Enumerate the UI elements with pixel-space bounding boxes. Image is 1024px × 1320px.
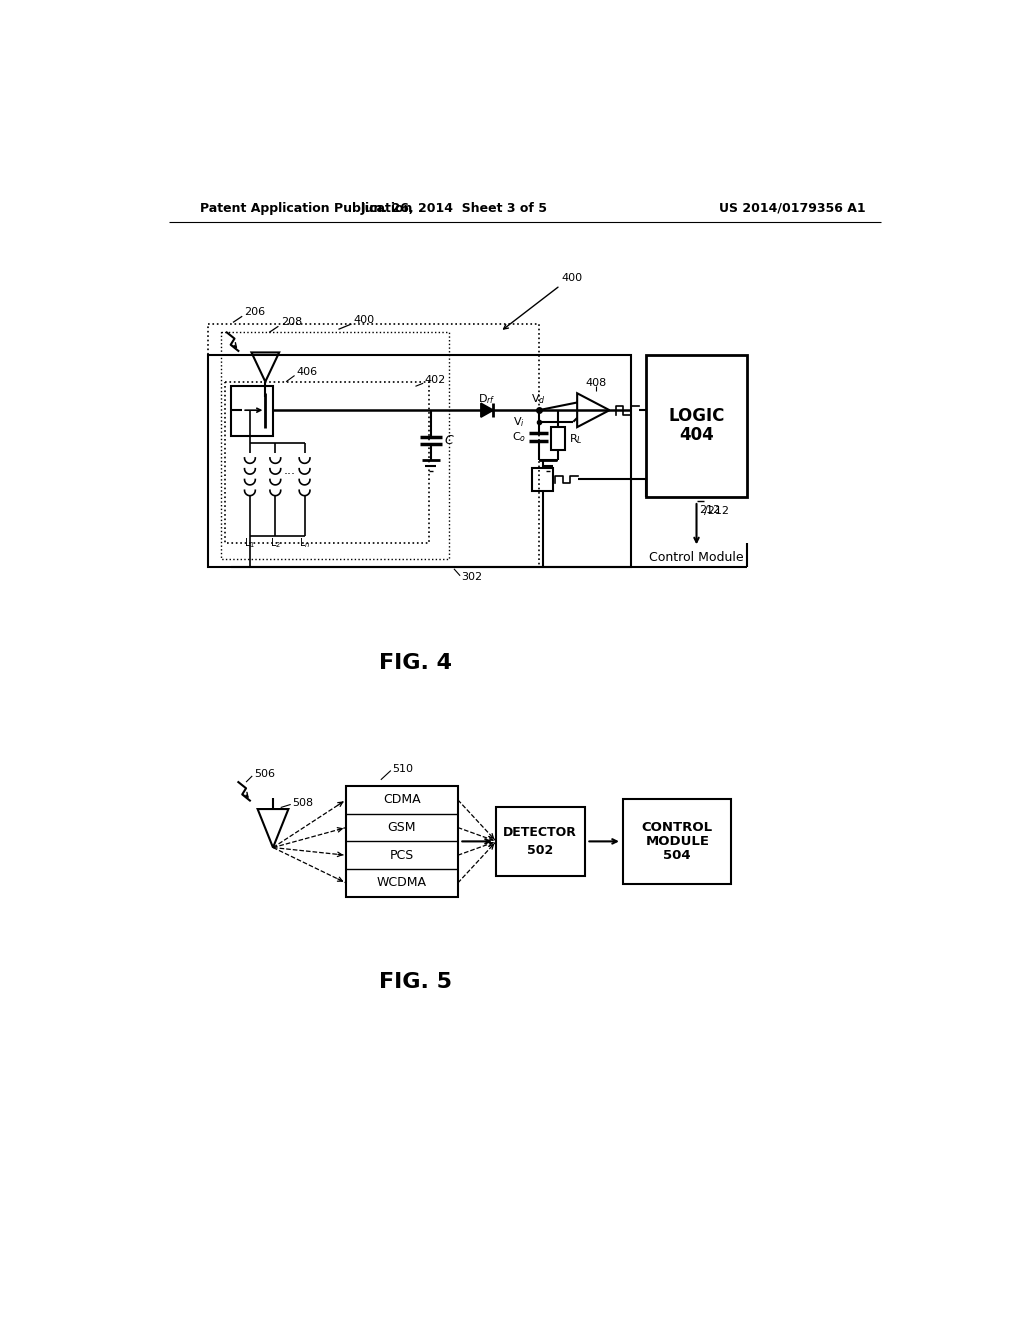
Text: 502: 502 xyxy=(527,843,553,857)
Text: DETECTOR: DETECTOR xyxy=(503,825,578,838)
Text: 212: 212 xyxy=(699,504,721,515)
Text: PCS: PCS xyxy=(389,849,414,862)
Polygon shape xyxy=(481,404,494,417)
Text: CONTROL: CONTROL xyxy=(642,821,713,834)
Text: US 2014/0179356 A1: US 2014/0179356 A1 xyxy=(720,202,866,215)
Text: 504: 504 xyxy=(664,849,691,862)
Bar xyxy=(497,807,585,876)
Text: 400: 400 xyxy=(562,273,583,282)
Bar xyxy=(646,355,746,498)
Text: 400: 400 xyxy=(354,315,375,325)
Text: LOGIC: LOGIC xyxy=(669,408,725,425)
Text: 302: 302 xyxy=(462,573,482,582)
Text: 510: 510 xyxy=(392,764,414,774)
Text: 506: 506 xyxy=(254,770,274,779)
Text: L$_n$: L$_n$ xyxy=(299,536,310,550)
Bar xyxy=(624,799,731,884)
Text: 508: 508 xyxy=(292,797,313,808)
Bar xyxy=(230,385,273,436)
Text: D$_{rf}$: D$_{rf}$ xyxy=(478,392,496,407)
Text: 406: 406 xyxy=(296,367,317,376)
Text: R$_L$: R$_L$ xyxy=(568,432,583,446)
Text: C$_o$: C$_o$ xyxy=(512,430,526,444)
Text: 408: 408 xyxy=(586,379,607,388)
Text: C: C xyxy=(444,434,454,447)
Text: FIG. 4: FIG. 4 xyxy=(379,653,452,673)
Text: Patent Application Publication: Patent Application Publication xyxy=(200,202,413,215)
Text: Jun. 26, 2014  Sheet 3 of 5: Jun. 26, 2014 Sheet 3 of 5 xyxy=(360,202,548,215)
Text: Control Module: Control Module xyxy=(649,550,743,564)
Text: V$_d$: V$_d$ xyxy=(531,392,546,407)
Text: 404: 404 xyxy=(679,426,714,444)
Bar xyxy=(208,355,631,566)
Text: L$_2$: L$_2$ xyxy=(269,536,281,550)
Bar xyxy=(224,381,429,544)
Text: 206: 206 xyxy=(245,308,265,317)
Text: GSM: GSM xyxy=(387,821,416,834)
Text: CDMA: CDMA xyxy=(383,793,421,807)
Bar xyxy=(531,469,553,491)
Text: V$_i$: V$_i$ xyxy=(513,414,524,429)
Text: MODULE: MODULE xyxy=(645,834,710,847)
Text: 208: 208 xyxy=(281,317,302,327)
Text: ...: ... xyxy=(284,463,296,477)
Text: L$_1$: L$_1$ xyxy=(245,536,255,550)
Text: WCDMA: WCDMA xyxy=(377,876,427,890)
Bar xyxy=(551,428,565,450)
Text: ∕212: ∕212 xyxy=(705,506,729,516)
Text: 402: 402 xyxy=(425,375,445,385)
Bar xyxy=(208,323,539,566)
Bar xyxy=(346,785,458,896)
Text: FIG. 5: FIG. 5 xyxy=(379,973,452,993)
Bar xyxy=(221,331,449,558)
